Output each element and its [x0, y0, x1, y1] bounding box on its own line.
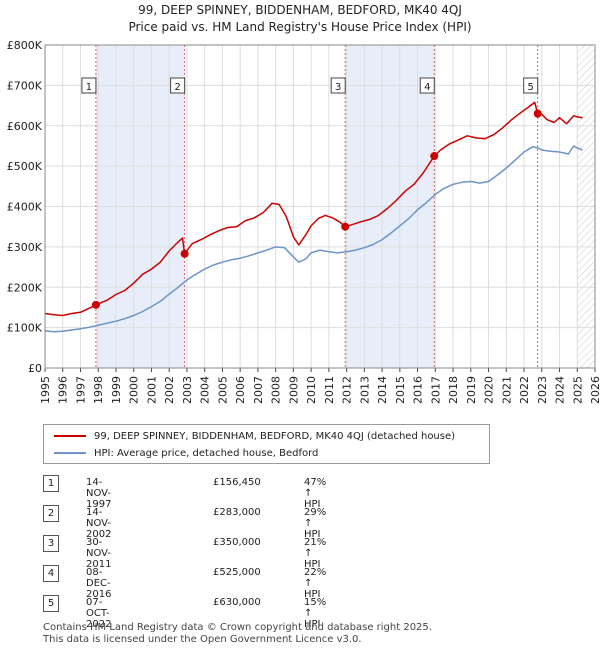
transaction-date: 14-NOV-1997 — [86, 477, 112, 510]
x-tick-label: 2008 — [270, 376, 283, 404]
sale-number-box — [170, 77, 186, 94]
chart-subtitle: Price paid vs. HM Land Registry's House … — [128, 20, 472, 34]
y-tick-label: £500K — [7, 160, 43, 173]
transaction-date: 08-DEC-2016 — [86, 567, 112, 600]
transaction-number: 1 — [43, 475, 59, 492]
hpi-line — [44, 145, 583, 333]
transaction-hpi-diff: 21% ↑ HPI — [304, 537, 327, 570]
sale-point — [430, 152, 439, 161]
transaction-hpi-diff: 29% ↑ HPI — [304, 507, 327, 540]
legend-label-hpi: HPI: Average price, detached house, Bedf… — [94, 447, 319, 459]
y-tick-label: £800K — [7, 39, 43, 52]
sale-number-label: 2 — [174, 82, 180, 93]
x-tick-label: 2020 — [483, 376, 496, 404]
x-tick-label: 1999 — [110, 376, 123, 404]
transaction-price: £525,000 — [213, 567, 261, 578]
y-tick-label: £200K — [7, 281, 43, 294]
y-tick-label: £300K — [7, 241, 43, 254]
x-tick-label: 2018 — [447, 376, 460, 404]
transaction-hpi-diff: 15% ↑ HPI — [304, 597, 327, 630]
transaction-number: 3 — [43, 535, 59, 552]
x-tick-label: 2023 — [536, 376, 549, 404]
y-tick-label: £100K — [7, 322, 43, 335]
x-tick-label: 2000 — [128, 376, 141, 404]
transaction-date: 30-NOV-2011 — [86, 537, 112, 570]
sale-point — [91, 300, 100, 309]
legend-item-hpi: HPI: Average price, detached house, Bedf… — [54, 446, 318, 460]
sale-number-box — [81, 77, 97, 94]
sale-point — [180, 249, 189, 258]
transaction-number: 4 — [43, 565, 59, 582]
transaction-price: £156,450 — [213, 477, 261, 488]
transaction-number: 2 — [43, 505, 59, 522]
y-tick-label: £0 — [28, 362, 42, 375]
x-tick-label: 2006 — [234, 376, 247, 404]
x-tick-label: 2015 — [394, 376, 407, 404]
legend-swatch-hpi — [54, 452, 86, 454]
plot-frame — [44, 44, 596, 369]
x-tick-label: 2025 — [571, 376, 584, 404]
sale-number-label: 4 — [424, 82, 430, 93]
sale-number-box — [330, 77, 346, 94]
chart-title: 99, DEEP SPINNEY, BIDDENHAM, BEDFORD, MK… — [138, 3, 462, 17]
transaction-hpi-diff: 22% ↑ HPI — [304, 567, 327, 600]
x-tick-label: 2004 — [199, 376, 212, 404]
sale-number-box — [523, 77, 539, 94]
transaction-price: £630,000 — [213, 597, 261, 608]
legend-swatch-property — [54, 435, 86, 437]
footer-notice: Contains HM Land Registry data © Crown c… — [43, 622, 432, 646]
footer-licence: This data is licensed under the Open Gov… — [43, 634, 362, 645]
sale-point — [533, 109, 542, 118]
transaction-date: 14-NOV-2002 — [86, 507, 112, 540]
y-tick-label: £700K — [7, 79, 43, 92]
x-tick-label: 2010 — [305, 376, 318, 404]
sale-number-box — [419, 77, 435, 94]
transaction-price: £350,000 — [213, 537, 261, 548]
transaction-price: £283,000 — [213, 507, 261, 518]
transaction-hpi-diff: 47% ↑ HPI — [304, 477, 327, 510]
sale-number-label: 5 — [528, 82, 534, 93]
x-tick-label: 2005 — [216, 376, 229, 404]
transaction-number: 5 — [43, 595, 59, 612]
price-chart: 1 2 3 4 5 £0 £100K £200K £300K £400K £500K £600K £7… — [7, 39, 600, 404]
x-tick-label: 1997 — [74, 376, 87, 404]
x-tick-label: 2026 — [589, 376, 600, 404]
sale-number-label: 3 — [335, 82, 341, 93]
legend-label-property: 99, DEEP SPINNEY, BIDDENHAM, BEDFORD, MK… — [94, 430, 456, 442]
x-tick-label: 2003 — [181, 376, 194, 404]
y-tick-label: £600K — [7, 120, 43, 133]
x-tick-label: 2021 — [500, 376, 513, 404]
footer-copyright: Contains HM Land Registry data © Crown c… — [43, 622, 432, 633]
chart-legend: 99, DEEP SPINNEY, BIDDENHAM, BEDFORD, MK… — [43, 424, 490, 464]
sale-number-label: 1 — [86, 82, 92, 93]
y-tick-label: £400K — [7, 201, 43, 214]
x-tick-label: 2012 — [341, 376, 354, 404]
x-tick-label: 2009 — [287, 376, 300, 404]
x-tick-label: 2007 — [252, 376, 265, 404]
x-tick-label: 2014 — [376, 376, 389, 404]
x-tick-label: 2013 — [358, 376, 371, 404]
x-tick-label: 2001 — [145, 376, 158, 404]
x-tick-label: 2024 — [554, 376, 567, 404]
x-tick-label: 2019 — [465, 376, 478, 404]
legend-item-property: 99, DEEP SPINNEY, BIDDENHAM, BEDFORD, MK… — [54, 429, 455, 443]
x-tick-label: 2016 — [412, 376, 425, 404]
sale-point — [341, 222, 350, 231]
x-tick-label: 2002 — [163, 376, 176, 404]
property-price-line — [44, 101, 583, 317]
x-tick-label: 1998 — [92, 376, 105, 404]
transaction-date: 07-OCT-2022 — [86, 597, 112, 630]
x-tick-label: 2017 — [429, 376, 442, 404]
x-tick-label: 2022 — [518, 376, 531, 404]
x-tick-label: 1996 — [57, 376, 70, 404]
x-tick-label: 2011 — [323, 376, 336, 404]
x-tick-label: 1995 — [39, 376, 52, 404]
